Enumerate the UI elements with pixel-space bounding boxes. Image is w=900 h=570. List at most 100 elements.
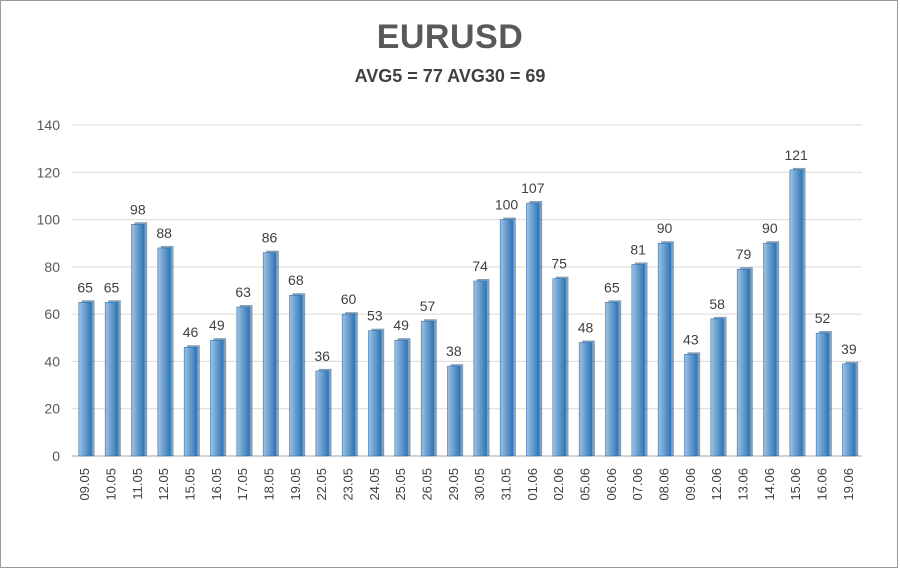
bar: [657, 242, 672, 457]
x-tick-label: 29.05: [446, 468, 461, 501]
value-label: 60: [341, 291, 357, 307]
x-tick-label: 31.05: [499, 468, 514, 501]
value-label: 39: [841, 341, 857, 357]
value-label: 57: [420, 298, 436, 314]
value-label: 36: [314, 348, 330, 364]
bar: [684, 354, 698, 457]
x-tick-label: 19.06: [841, 468, 856, 501]
bar: [789, 169, 803, 457]
y-tick-label: 100: [37, 212, 61, 228]
y-tick-label: 20: [44, 401, 60, 417]
grid-lines: [72, 124, 862, 457]
bar: [710, 318, 724, 457]
y-axis-ticks: 0 20 40 60 80 100 120 140: [37, 117, 61, 464]
chart-title: EURUSD: [376, 18, 524, 56]
bar: [78, 302, 92, 457]
value-label: 38: [446, 343, 462, 359]
value-label: 49: [209, 317, 225, 333]
x-tick-label: 26.05: [420, 468, 435, 501]
value-label: 100: [495, 197, 519, 213]
y-tick-label: 0: [52, 448, 60, 464]
value-label: 121: [784, 147, 808, 163]
x-tick-label: 01.06: [525, 468, 540, 501]
bar: [236, 306, 250, 457]
y-tick-label: 140: [37, 117, 61, 133]
bar: [157, 247, 171, 457]
value-label: 107: [521, 180, 545, 196]
value-label: 88: [156, 225, 172, 241]
bar: [499, 219, 514, 457]
bar: [763, 242, 777, 457]
bar: [526, 202, 540, 457]
x-tick-label: 24.05: [367, 468, 382, 501]
bar: [736, 268, 751, 457]
value-label: 90: [762, 220, 778, 236]
x-tick-label: 16.06: [815, 468, 830, 501]
value-label: 75: [551, 256, 567, 272]
bar: [631, 264, 645, 457]
x-tick-label: 10.05: [104, 468, 119, 501]
x-tick-label: 06.06: [604, 468, 619, 501]
x-tick-label: 23.05: [341, 468, 356, 501]
bar: [262, 252, 277, 457]
value-label: 65: [104, 279, 120, 295]
x-tick-label: 02.06: [551, 468, 566, 501]
value-label: 63: [235, 284, 251, 300]
bar: [815, 332, 830, 457]
x-tick-label: 16.05: [209, 468, 224, 501]
bar: [368, 330, 382, 457]
x-tick-label: 08.06: [657, 468, 672, 501]
value-label: 98: [130, 201, 146, 217]
y-tick-label: 80: [44, 259, 60, 275]
x-tick-label: 22.05: [314, 468, 329, 501]
x-tick-label: 19.05: [288, 468, 303, 501]
bar: [473, 280, 487, 457]
x-tick-label: 30.05: [472, 468, 487, 501]
x-tick-label: 09.06: [683, 468, 698, 501]
value-label: 49: [393, 317, 409, 333]
x-tick-label: 11.05: [130, 468, 145, 500]
bar: [289, 294, 303, 457]
bar: [183, 346, 198, 457]
x-tick-label: 05.06: [578, 468, 593, 501]
chart-subtitle: AVG5 = 77 AVG30 = 69: [354, 66, 546, 86]
x-tick-label: 15.05: [183, 468, 198, 501]
value-label: 86: [262, 230, 278, 246]
x-tick-label: 25.05: [393, 468, 408, 501]
bar: [842, 363, 856, 457]
x-tick-label: 15.06: [788, 468, 803, 501]
value-label: 52: [815, 310, 831, 326]
x-axis-labels: 09.05 10.05 11.05 12.05 15.05 16.05 17.05 18.05…: [77, 468, 856, 501]
y-tick-label: 60: [44, 306, 60, 322]
bar: [578, 342, 593, 457]
bars: [78, 167, 859, 457]
x-tick-label: 09.05: [77, 468, 92, 501]
x-tick-label: 14.06: [762, 468, 777, 501]
y-tick-label: 120: [37, 164, 61, 180]
value-label: 58: [709, 296, 725, 312]
x-tick-label: 18.05: [262, 468, 277, 501]
x-tick-label: 12.05: [156, 468, 171, 501]
value-label: 81: [630, 241, 646, 257]
value-label: 46: [183, 324, 199, 340]
bar: [447, 365, 461, 457]
bar: [420, 320, 435, 457]
value-label: 79: [736, 246, 752, 262]
x-tick-label: 13.06: [736, 468, 751, 501]
bar: [131, 224, 145, 457]
value-label: 48: [578, 320, 594, 336]
value-label: 90: [657, 220, 673, 236]
x-tick-label: 17.05: [235, 468, 250, 501]
value-label: 74: [472, 258, 488, 274]
value-label: 53: [367, 308, 383, 324]
bar: [552, 278, 566, 457]
bar: [394, 339, 408, 457]
value-label: 65: [77, 279, 93, 295]
bar: [341, 313, 356, 457]
bar: [104, 302, 119, 457]
bar: [605, 302, 619, 457]
x-tick-label: 12.06: [709, 468, 724, 501]
y-tick-label: 40: [44, 353, 60, 369]
